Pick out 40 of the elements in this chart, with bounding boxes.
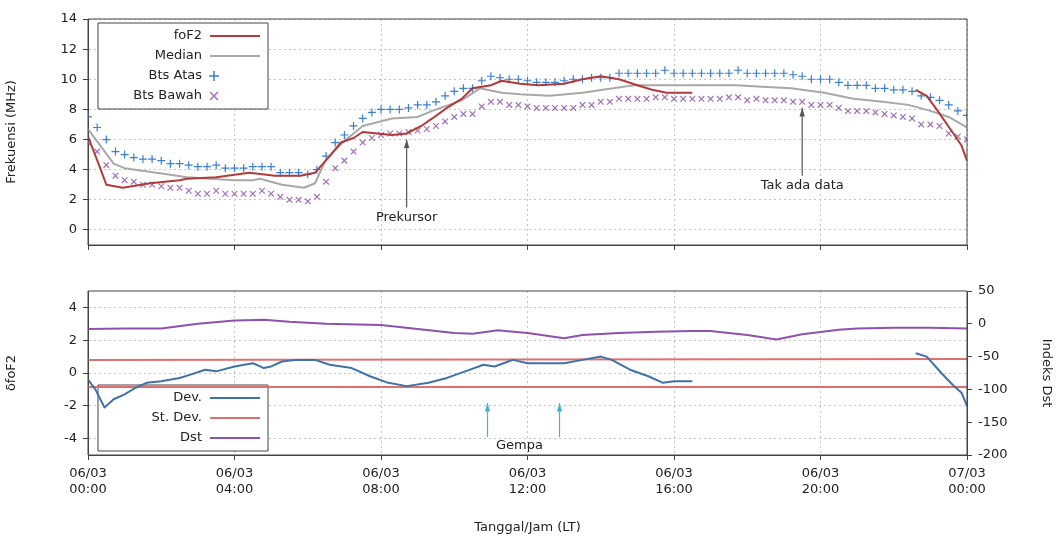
annotation: Prekursor: [375, 208, 439, 224]
annotation: Gempa: [496, 437, 543, 453]
legend-label: Bts Bawah: [133, 87, 202, 103]
y-tick-label: 4: [68, 298, 77, 314]
y2-axis-title: Indeks Dst: [1039, 338, 1055, 408]
y-tick-label: 4: [68, 161, 77, 177]
y-tick-label: 0: [68, 221, 77, 237]
x-tick-label: 07/03 00:00: [948, 465, 986, 496]
x-tick-label: 06/03 16:00: [655, 465, 693, 496]
y-tick-label: 8: [68, 100, 77, 116]
x-tick-label: 06/03 08:00: [362, 465, 400, 496]
y2-tick-label: -150: [978, 413, 1008, 429]
y-tick-label: -2: [64, 397, 77, 413]
legend-label: Median: [154, 47, 202, 63]
y-tick-label: -4: [64, 429, 77, 445]
x-tick-label: 06/03 20:00: [801, 465, 840, 496]
y-tick-label: 10: [60, 70, 77, 86]
y-axis-title: δfoF2: [3, 354, 19, 392]
y-tick-label: 2: [68, 331, 77, 347]
y2-tick-label: -50: [978, 347, 1000, 363]
y-tick-label: 14: [60, 10, 77, 26]
legend-label: Bts Atas: [148, 67, 203, 83]
legend-label: St. Dev.: [151, 409, 202, 425]
y-tick-label: 0: [68, 364, 77, 380]
x-axis-title: Tanggal/Jam (LT): [473, 518, 581, 534]
y2-tick-label: -200: [978, 446, 1008, 462]
y2-tick-label: 50: [978, 282, 995, 298]
y-tick-label: 2: [68, 191, 77, 207]
x-tick-label: 06/03 12:00: [508, 465, 547, 496]
y-axis-title: Frekuensi (MHz): [3, 80, 19, 184]
y2-tick-label: 0: [978, 315, 987, 331]
annotation: Tak ada data: [759, 177, 844, 193]
legend-label: Dev.: [173, 389, 202, 405]
y-tick-label: 12: [60, 40, 77, 56]
y2-tick-label: -100: [978, 380, 1008, 396]
legend-label: foF2: [173, 27, 202, 43]
x-tick-label: 06/03 04:00: [215, 465, 254, 496]
y-tick-label: 6: [68, 130, 77, 146]
legend-label: Dst: [180, 429, 202, 445]
x-tick-label: 06/03 00:00: [69, 465, 107, 496]
